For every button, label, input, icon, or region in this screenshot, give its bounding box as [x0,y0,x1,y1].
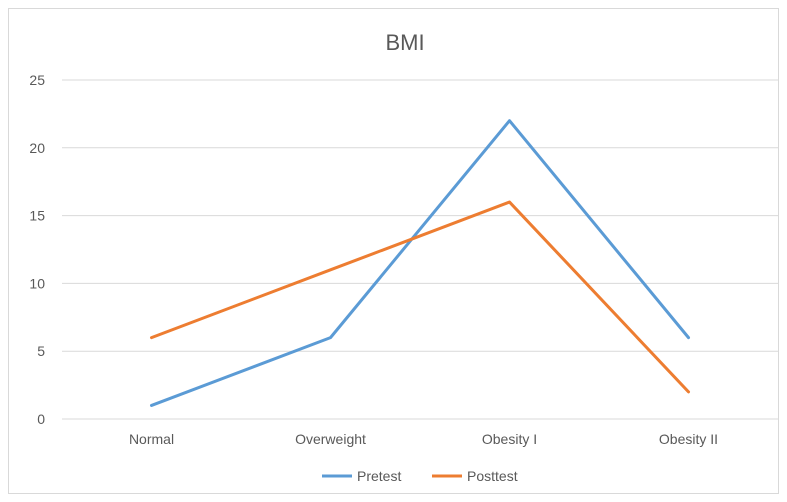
legend-label: Pretest [357,468,401,484]
series-line-posttest [150,200,690,394]
gridlines [62,79,778,420]
chart-title: BMI [385,30,424,55]
x-axis-ticks: Normal Overweight Obesity I Obesity II [129,431,718,447]
y-tick-label: 0 [37,411,45,427]
y-tick-label: 20 [29,140,45,156]
x-tick-label: Obesity I [482,431,537,447]
y-tick-label: 25 [29,72,45,88]
y-tick-label: 10 [29,275,45,291]
series-line-pretest [150,119,690,407]
x-tick-label: Overweight [295,431,366,447]
legend-label: Posttest [467,468,518,484]
series-lines [150,119,690,407]
x-tick-label: Normal [129,431,174,447]
y-tick-label: 15 [29,208,45,224]
y-tick-label: 5 [37,343,45,359]
chart-frame [8,8,779,494]
y-axis-ticks: 0 5 10 15 20 25 [29,72,45,427]
x-tick-label: Obesity II [659,431,718,447]
legend: Pretest Posttest [322,468,518,484]
